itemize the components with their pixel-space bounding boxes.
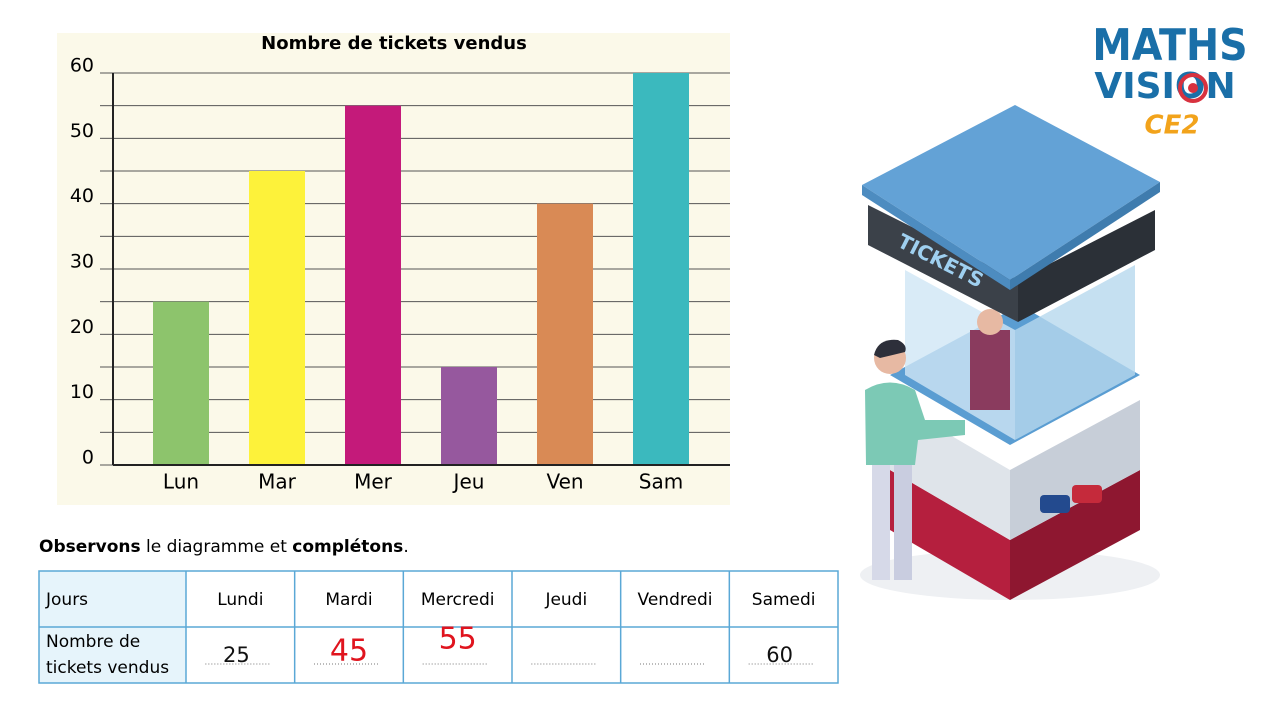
x-tick-label: Jeu xyxy=(452,470,485,494)
bar xyxy=(633,73,689,465)
booth-illustration: TICKETS xyxy=(860,105,1160,600)
logo-level: CE2 xyxy=(1145,111,1200,141)
y-tick-label: 60 xyxy=(70,55,94,77)
chart-title: Nombre de tickets vendus xyxy=(261,33,527,54)
y-tick-label: 40 xyxy=(70,185,94,207)
logo-target xyxy=(1178,73,1208,103)
row-label: Nombre de xyxy=(46,632,140,652)
x-tick-label: Mar xyxy=(258,470,297,494)
x-tick-label: Mer xyxy=(354,470,393,494)
glasses xyxy=(1072,485,1102,503)
table-header: Jours xyxy=(45,590,88,610)
roof-edge xyxy=(862,185,1010,290)
answer-value: 25 xyxy=(223,643,250,667)
customer-leg xyxy=(872,455,890,580)
x-tick-label: Sam xyxy=(639,470,683,494)
vendor-head xyxy=(977,309,1003,335)
vendor xyxy=(970,330,1010,410)
instruction-part: . xyxy=(403,537,408,557)
x-tick-label: Lun xyxy=(163,470,199,494)
instruction-part: le diagramme et xyxy=(141,537,293,557)
y-tick-label: 30 xyxy=(70,251,94,273)
logo: MATHS VISION CE2 xyxy=(1092,20,1247,141)
customer-leg xyxy=(894,455,912,580)
sign-band xyxy=(1018,210,1155,322)
answer-value: 60 xyxy=(766,643,793,667)
answer-value: 55 xyxy=(439,622,477,657)
answer-value: 45 xyxy=(330,634,368,669)
y-tick-label: 50 xyxy=(70,120,94,142)
bar xyxy=(345,105,401,466)
bar xyxy=(441,367,497,465)
logo-target xyxy=(1188,83,1198,93)
day-header: Mercredi xyxy=(421,590,495,610)
booth-base xyxy=(1010,470,1140,600)
x-tick-label: Ven xyxy=(546,470,583,494)
y-tick-label: 10 xyxy=(70,381,94,403)
customer-hair xyxy=(874,339,906,358)
instruction: Observons le diagramme et complétons. xyxy=(39,537,409,557)
roof-edge xyxy=(1010,182,1160,290)
roof xyxy=(862,105,1160,280)
instruction-part: complétons xyxy=(292,537,403,557)
day-header: Lundi xyxy=(217,590,263,610)
bar xyxy=(537,203,593,465)
bar xyxy=(249,171,305,465)
customer-body xyxy=(865,382,965,465)
row-label: tickets vendus xyxy=(46,658,169,678)
day-header: Samedi xyxy=(752,590,816,610)
sign-band xyxy=(868,205,1018,322)
glasses xyxy=(1040,495,1070,513)
booth-base xyxy=(890,470,1010,600)
instruction-part: Observons xyxy=(39,537,141,557)
glass xyxy=(1015,265,1135,440)
day-header: Jeudi xyxy=(544,590,587,610)
bar xyxy=(153,301,209,465)
y-tick-label: 0 xyxy=(82,447,94,469)
y-tick-label: 20 xyxy=(70,316,94,338)
day-header: Mardi xyxy=(325,590,372,610)
day-header: Vendredi xyxy=(638,590,713,610)
logo-line: MATHS xyxy=(1092,20,1247,71)
logo-line: VISION xyxy=(1094,66,1235,107)
